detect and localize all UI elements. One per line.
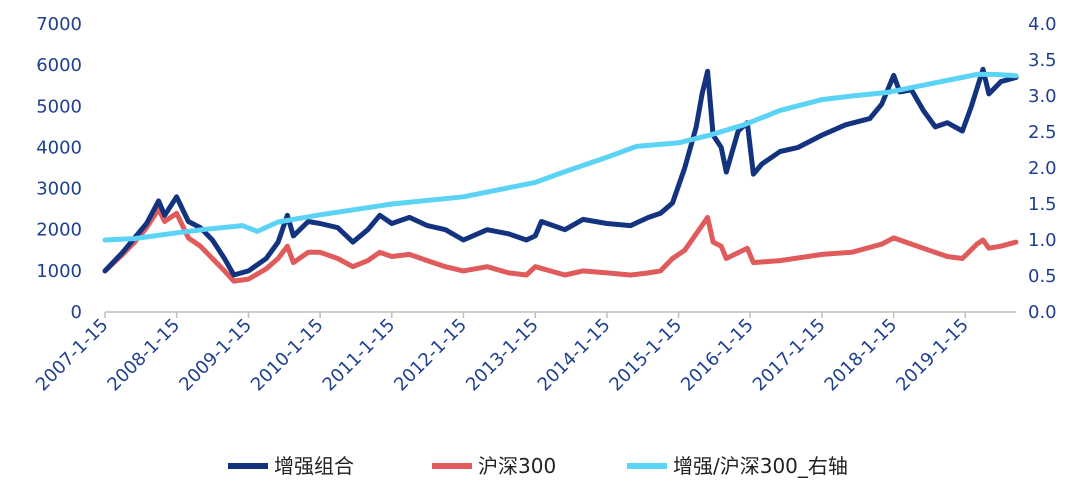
x-tick-label: 2009-1-15 <box>175 315 256 396</box>
left-tick-label: 5000 <box>36 96 82 117</box>
left-tick-label: 4000 <box>36 137 82 158</box>
x-tick-label: 2012-1-15 <box>390 315 471 396</box>
left-tick-label: 2000 <box>36 220 82 241</box>
series-line-3 <box>102 71 1019 243</box>
x-tick-label: 2011-1-15 <box>319 315 400 396</box>
right-tick-label: 4.0 <box>1028 14 1057 35</box>
left-tick-label: 3000 <box>36 179 82 200</box>
x-tick-label: 2010-1-15 <box>247 315 328 396</box>
right-tick-label: 1.0 <box>1028 230 1057 251</box>
right-tick-label: 3.5 <box>1028 50 1057 71</box>
left-tick-label: 6000 <box>36 55 82 76</box>
legend-label-2: 沪深300 <box>478 454 556 478</box>
right-tick-label: 2.5 <box>1028 122 1057 143</box>
right-tick-label: 1.5 <box>1028 194 1057 215</box>
x-tick-label: 2017-1-15 <box>749 315 830 396</box>
left-tick-label: 7000 <box>36 14 82 35</box>
x-tick-label: 2015-1-15 <box>605 315 686 396</box>
legend-label-1: 增强组合 <box>274 454 354 478</box>
series-line-2 <box>102 206 1019 284</box>
right-tick-label: 3.0 <box>1028 86 1057 107</box>
legend-label-3: 增强/沪深300_右轴 <box>673 454 848 478</box>
x-tick-label: 2018-1-15 <box>821 315 902 396</box>
x-tick-label: 2013-1-15 <box>462 315 543 396</box>
left-tick-label: 0 <box>71 302 82 323</box>
x-tick-label: 2008-1-15 <box>103 315 184 396</box>
right-tick-label: 2.0 <box>1028 158 1057 179</box>
right-tick-label: 0.5 <box>1028 266 1057 287</box>
left-tick-label: 1000 <box>36 261 82 282</box>
series-line-1 <box>102 66 1019 278</box>
x-tick-label: 2007-1-15 <box>32 315 113 396</box>
right-tick-label: 0.0 <box>1028 302 1057 323</box>
x-tick-label: 2019-1-15 <box>892 315 973 396</box>
x-tick-label: 2016-1-15 <box>677 315 758 396</box>
x-tick-label: 2014-1-15 <box>534 315 615 396</box>
